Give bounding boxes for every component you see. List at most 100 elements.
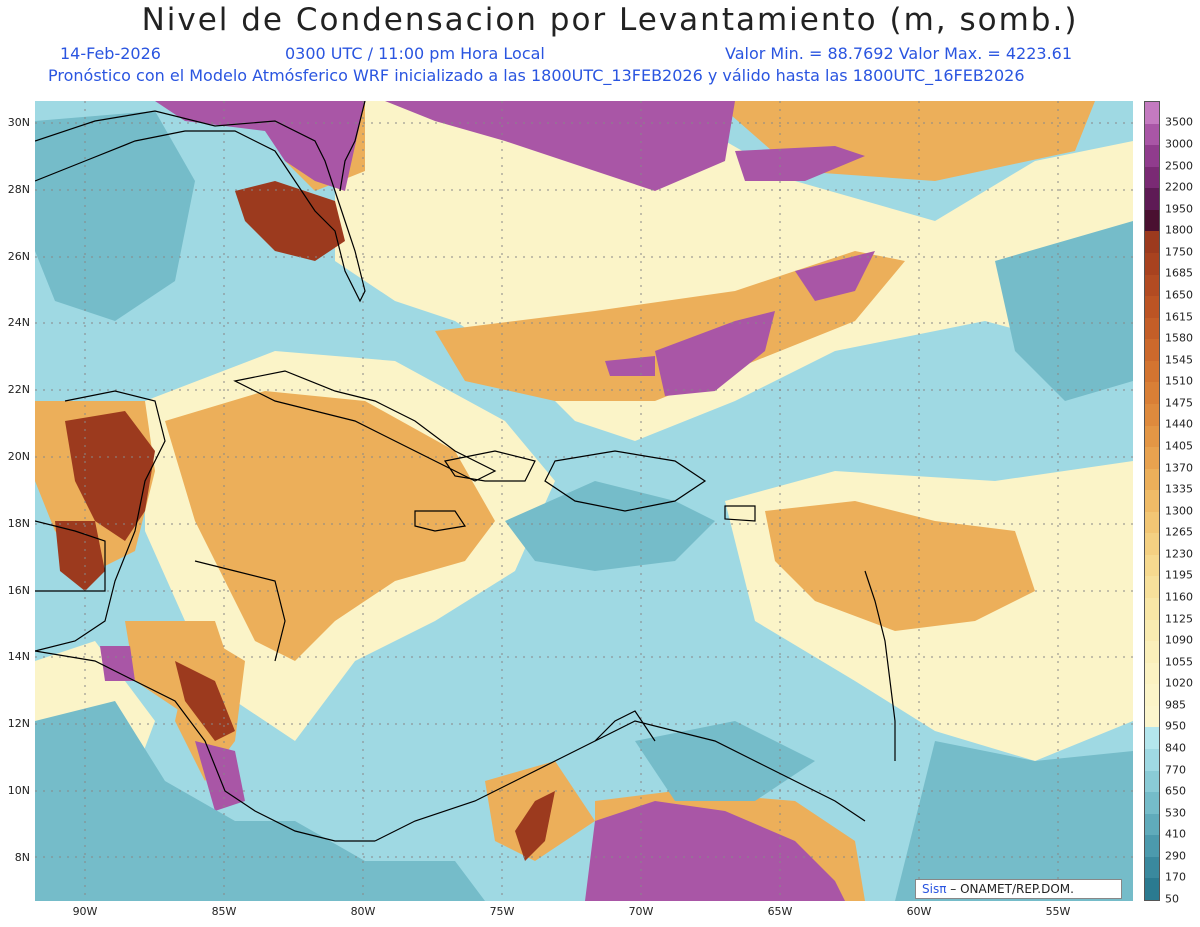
colorbar-cell bbox=[1145, 727, 1159, 750]
colorbar-label: 950 bbox=[1165, 719, 1186, 733]
lon-label: 55W bbox=[1045, 905, 1071, 918]
colorbar-label: 770 bbox=[1165, 763, 1186, 777]
lon-label: 60W bbox=[906, 905, 932, 918]
colorbar-label: 50 bbox=[1165, 892, 1179, 906]
lat-label: 30N bbox=[7, 116, 30, 129]
lon-label: 80W bbox=[350, 905, 376, 918]
credit-box: Sisπ – ONAMET/REP.DOM. bbox=[915, 879, 1122, 899]
colorbar-label: 1370 bbox=[1165, 461, 1193, 475]
lat-label: 10N bbox=[7, 784, 30, 797]
colorbar-label: 1475 bbox=[1165, 396, 1193, 410]
colorbar-label: 1545 bbox=[1165, 353, 1193, 367]
colorbar-label: 1405 bbox=[1165, 439, 1193, 453]
lcl-field-purple bbox=[100, 101, 875, 901]
map-title: Nivel de Condensacion por Levantamiento … bbox=[141, 2, 1079, 38]
colorbar-label: 410 bbox=[1165, 827, 1186, 841]
colorbar-cell bbox=[1145, 468, 1159, 491]
colorbar-cell bbox=[1145, 641, 1159, 664]
colorbar-cell bbox=[1145, 339, 1159, 362]
colorbar-cell bbox=[1145, 598, 1159, 621]
colorbar-cell bbox=[1145, 576, 1159, 599]
lon-label: 65W bbox=[767, 905, 793, 918]
credit-org: – ONAMET/REP.DOM. bbox=[946, 882, 1074, 896]
colorbar-cell bbox=[1145, 425, 1159, 448]
colorbar-label: 1335 bbox=[1165, 482, 1193, 496]
colorbar-label: 290 bbox=[1165, 849, 1186, 863]
colorbar-label: 1800 bbox=[1165, 223, 1193, 237]
colorbar-label: 530 bbox=[1165, 806, 1186, 820]
colorbar-label: 1615 bbox=[1165, 310, 1193, 324]
lat-label: 14N bbox=[7, 650, 30, 663]
lat-label: 20N bbox=[7, 450, 30, 463]
colorbar-label: 1440 bbox=[1165, 417, 1193, 431]
forecast-date: 14-Feb-2026 bbox=[60, 44, 161, 63]
colorbar-cell bbox=[1145, 102, 1159, 125]
credit-sis: Sisπ bbox=[922, 882, 947, 896]
colorbar-label: 1090 bbox=[1165, 633, 1193, 647]
lat-label: 26N bbox=[7, 250, 30, 263]
colorbar-cell bbox=[1145, 490, 1159, 513]
colorbar-label: 1230 bbox=[1165, 547, 1193, 561]
colorbar-label: 2200 bbox=[1165, 180, 1193, 194]
lon-label: 90W bbox=[72, 905, 98, 918]
colorbar-cell bbox=[1145, 317, 1159, 340]
colorbar-label: 1265 bbox=[1165, 525, 1193, 539]
colorbar-cell bbox=[1145, 360, 1159, 383]
graticule bbox=[35, 101, 1133, 901]
lat-label: 8N bbox=[14, 851, 30, 864]
lat-label: 12N bbox=[7, 717, 30, 730]
colorbar-label: 1055 bbox=[1165, 655, 1193, 669]
lat-label: 28N bbox=[7, 183, 30, 196]
lon-label: 85W bbox=[211, 905, 237, 918]
lon-label: 70W bbox=[628, 905, 654, 918]
colorbar-cell bbox=[1145, 749, 1159, 772]
colorbar-cell bbox=[1145, 296, 1159, 319]
colorbar bbox=[1144, 101, 1160, 901]
colorbar-cell bbox=[1145, 403, 1159, 426]
lat-label: 24N bbox=[7, 316, 30, 329]
min-max-values: Valor Min. = 88.7692 Valor Max. = 4223.6… bbox=[725, 44, 1073, 63]
colorbar-cell bbox=[1145, 835, 1159, 858]
colorbar-label: 985 bbox=[1165, 698, 1186, 712]
colorbar-label: 1950 bbox=[1165, 202, 1193, 216]
lat-label: 18N bbox=[7, 517, 30, 530]
colorbar-cell bbox=[1145, 705, 1159, 728]
colorbar-cell bbox=[1145, 447, 1159, 470]
colorbar-label: 1685 bbox=[1165, 266, 1193, 280]
colorbar-cell bbox=[1145, 145, 1159, 168]
colorbar-cell bbox=[1145, 123, 1159, 146]
colorbar-cell bbox=[1145, 533, 1159, 556]
colorbar-label: 1750 bbox=[1165, 245, 1193, 259]
colorbar-cell bbox=[1145, 770, 1159, 793]
colorbar-label: 3500 bbox=[1165, 115, 1193, 129]
colorbar-label: 650 bbox=[1165, 784, 1186, 798]
colorbar-cell bbox=[1145, 382, 1159, 405]
colorbar-label: 1195 bbox=[1165, 568, 1193, 582]
lon-label: 75W bbox=[489, 905, 515, 918]
colorbar-cell bbox=[1145, 166, 1159, 189]
colorbar-cell bbox=[1145, 252, 1159, 276]
colorbar-label: 1650 bbox=[1165, 288, 1193, 302]
colorbar-label: 840 bbox=[1165, 741, 1186, 755]
colorbar-cell bbox=[1145, 274, 1159, 297]
colorbar-cell bbox=[1145, 554, 1159, 577]
colorbar-cell bbox=[1145, 684, 1159, 707]
colorbar-cell bbox=[1145, 231, 1159, 254]
colorbar-cell bbox=[1145, 209, 1159, 232]
colorbar-cell bbox=[1145, 856, 1159, 879]
colorbar-cell bbox=[1145, 813, 1159, 836]
colorbar-cell bbox=[1145, 662, 1159, 685]
colorbar-label: 1020 bbox=[1165, 676, 1193, 690]
lcl-field-brown bbox=[55, 181, 555, 861]
colorbar-label: 1160 bbox=[1165, 590, 1193, 604]
map-svg bbox=[35, 101, 1133, 901]
colorbar-cell bbox=[1145, 188, 1159, 211]
lat-label: 16N bbox=[7, 584, 30, 597]
colorbar-label: 1125 bbox=[1165, 612, 1193, 626]
forecast-description: Pronóstico con el Modelo Atmósferico WRF… bbox=[48, 66, 1025, 85]
lat-label: 22N bbox=[7, 383, 30, 396]
colorbar-label: 170 bbox=[1165, 870, 1186, 884]
colorbar-label: 1580 bbox=[1165, 331, 1193, 345]
colorbar-cell bbox=[1145, 792, 1159, 815]
colorbar-cell bbox=[1145, 619, 1159, 642]
